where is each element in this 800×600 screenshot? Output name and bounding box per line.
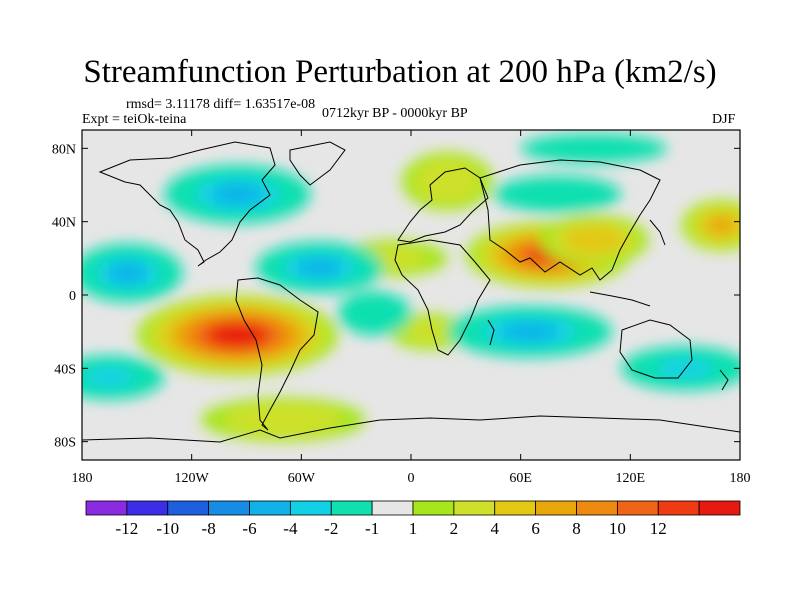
contour-europe-positive-2 bbox=[427, 168, 468, 195]
coastline-north-america bbox=[98, 141, 276, 267]
colorbar-swatch bbox=[167, 500, 210, 516]
coastline-japan bbox=[649, 219, 666, 246]
contour-east-asia-positive-3 bbox=[574, 231, 613, 249]
anomaly-south-america-high bbox=[136, 295, 338, 376]
anomaly-europe-positive bbox=[401, 152, 494, 211]
colorbar-swatch bbox=[85, 500, 128, 516]
anomaly-africa-south-positive bbox=[389, 313, 470, 350]
contour-indian-ocean-negative-3 bbox=[501, 322, 559, 341]
x-tick-label: 120E bbox=[616, 471, 646, 486]
contour-atlantic-negative-3 bbox=[297, 258, 342, 277]
colorbar-swatch bbox=[698, 500, 741, 516]
colorbar-swatch bbox=[208, 500, 250, 516]
coastline-asia bbox=[479, 159, 661, 281]
coastline-greenland bbox=[289, 141, 346, 186]
anomaly-southern-ocean-positive bbox=[200, 397, 366, 442]
experiment-line: Expt = teiOk-teina bbox=[82, 112, 187, 127]
colorbar-swatch bbox=[494, 500, 537, 516]
colorbar-swatch bbox=[330, 500, 373, 516]
colorbar-label: 10 bbox=[609, 519, 626, 538]
colorbar-swatch bbox=[657, 500, 700, 516]
contour-africa-west-negative-1 bbox=[351, 299, 397, 327]
contour-africa-south-positive-1 bbox=[404, 320, 455, 343]
x-tick-label: 60E bbox=[509, 471, 532, 486]
contour-asia-north-negative-1 bbox=[517, 182, 597, 206]
colorbar-swatch bbox=[576, 500, 618, 516]
coastline-madagascar bbox=[487, 319, 495, 346]
colorbar-swatch bbox=[616, 500, 659, 516]
contour-southern-ocean-positive-2 bbox=[246, 409, 320, 430]
colorbar-swatch bbox=[249, 500, 291, 516]
anomaly-arctic-negative bbox=[520, 133, 667, 163]
coastline-australia bbox=[619, 319, 693, 379]
season-label: DJF bbox=[712, 112, 736, 127]
contour-north-pacific-negative-3 bbox=[108, 262, 147, 284]
coastline-indonesia bbox=[589, 291, 651, 307]
colorbar-label: 1 bbox=[409, 519, 418, 538]
y-tick-label: 40S bbox=[54, 362, 76, 377]
contour-arctic-negative-1 bbox=[548, 139, 639, 158]
anomaly-east-asia-positive bbox=[538, 214, 649, 266]
anomaly-north-pacific-west-positive bbox=[681, 199, 740, 251]
colorbar-label: -10 bbox=[156, 519, 179, 538]
coastlines bbox=[82, 141, 740, 443]
colorbar-label: 12 bbox=[650, 519, 667, 538]
contour-south-pacific-negative-2 bbox=[85, 367, 134, 388]
colorbar-label: 6 bbox=[531, 519, 540, 538]
colorbar-label: -1 bbox=[365, 519, 379, 538]
x-tick-label: 60W bbox=[288, 471, 316, 486]
colorbar-label: 8 bbox=[572, 519, 581, 538]
colorbar-label: -2 bbox=[324, 519, 338, 538]
colorbar-swatch bbox=[535, 500, 577, 516]
colorbar-swatch bbox=[453, 500, 496, 516]
period-line: 0712kyr BP - 0000kyr BP bbox=[322, 106, 468, 121]
coastline-africa bbox=[394, 239, 491, 356]
contour-north-pacific-west-positive-3 bbox=[707, 216, 736, 235]
y-tick-label: 80S bbox=[54, 436, 76, 451]
colorbar-label: -8 bbox=[202, 519, 216, 538]
anomaly-south-pacific-negative bbox=[82, 355, 165, 400]
anomaly-africa-west-negative bbox=[337, 291, 412, 336]
axis-ticks: 180 120W 60W 0 60E 120E 180 80N 40N 0 40S 80S bbox=[52, 130, 751, 486]
coastline-new-zealand bbox=[719, 369, 729, 391]
colorbar-swatch bbox=[289, 500, 332, 516]
chart-title: Streamfunction Perturbation at 200 hPa (… bbox=[83, 54, 717, 90]
colorbar-label: 4 bbox=[491, 519, 500, 538]
y-tick-label: 80N bbox=[52, 142, 76, 157]
coastline-antarctica bbox=[82, 415, 740, 443]
anomaly-asia-north-negative bbox=[493, 175, 622, 213]
anomaly-atlantic-negative bbox=[255, 241, 384, 294]
x-tick-label: 120W bbox=[175, 471, 210, 486]
colorbar-swatch bbox=[371, 500, 414, 516]
coastline-south-america bbox=[235, 277, 319, 431]
contour-south-america-high-7 bbox=[218, 327, 257, 343]
colorbar: -12 -10 -8 -6 -4 -2 -1 1 2 4 6 8 10 12 bbox=[85, 500, 741, 538]
x-tick-label: 180 bbox=[72, 471, 93, 486]
contour-north-america-negative-3 bbox=[211, 183, 263, 205]
colorbar-label: -6 bbox=[242, 519, 256, 538]
colorbar-label: -12 bbox=[116, 519, 139, 538]
colorbar-label: -4 bbox=[283, 519, 298, 538]
y-tick-label: 0 bbox=[69, 289, 76, 304]
x-tick-label: 0 bbox=[408, 471, 415, 486]
streamfunction-field bbox=[82, 130, 740, 460]
x-tick-label: 180 bbox=[730, 471, 751, 486]
colorbar-swatch bbox=[412, 500, 455, 516]
anomaly-indian-ocean-negative bbox=[447, 306, 613, 358]
colorbar-swatch bbox=[126, 500, 169, 516]
anomaly-north-america-negative bbox=[164, 164, 311, 224]
anomaly-north-pacific-negative bbox=[82, 243, 183, 303]
y-tick-label: 40N bbox=[52, 216, 76, 231]
colorbar-label: 2 bbox=[450, 519, 459, 538]
stats-line: rmsd= 3.11178 diff= 1.63517e-08 bbox=[126, 97, 316, 112]
